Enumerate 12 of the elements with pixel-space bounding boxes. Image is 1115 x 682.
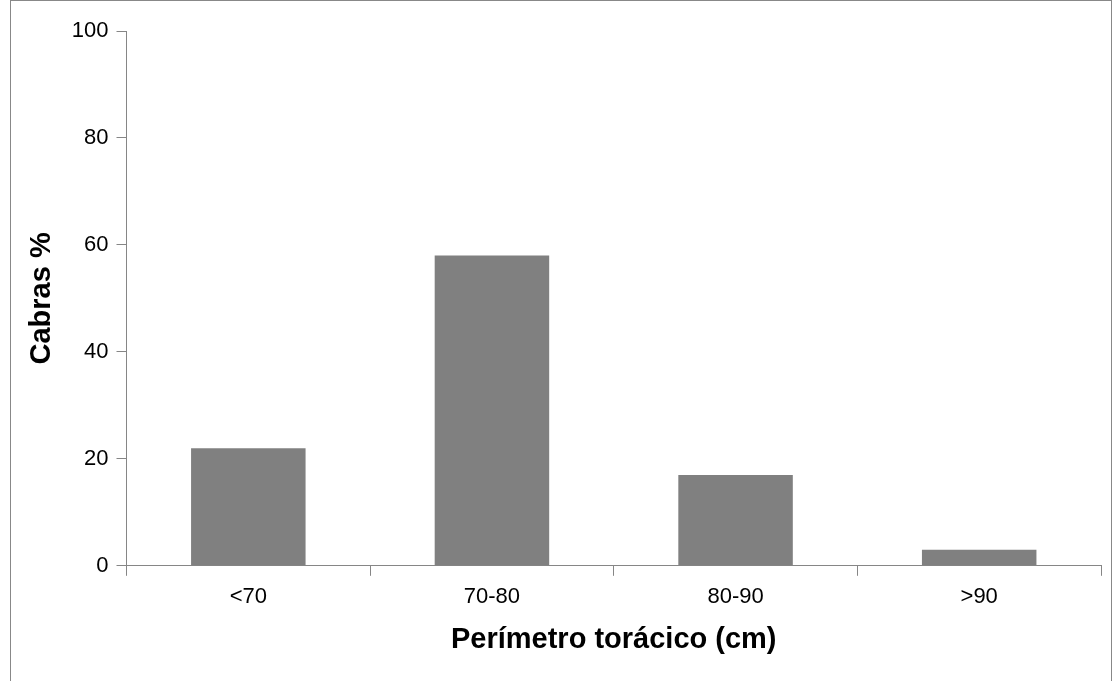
x-axis-title: Perímetro torácico (cm) <box>450 621 777 654</box>
x-tick-label: 70-80 <box>463 583 521 609</box>
y-tick-label: 40 <box>84 337 109 363</box>
y-tick-label: 80 <box>84 124 109 150</box>
y-axis-title: Cabras % <box>24 232 57 365</box>
y-tick-label: 0 <box>96 551 109 577</box>
x-tick-label: >90 <box>960 583 998 609</box>
x-tick-label: 80-90 <box>707 583 764 609</box>
y-tick-label: 60 <box>84 230 109 256</box>
y-tick-label: 100 <box>71 17 109 43</box>
x-tick-label: <70 <box>229 583 267 609</box>
y-tick-label: 20 <box>84 444 109 470</box>
